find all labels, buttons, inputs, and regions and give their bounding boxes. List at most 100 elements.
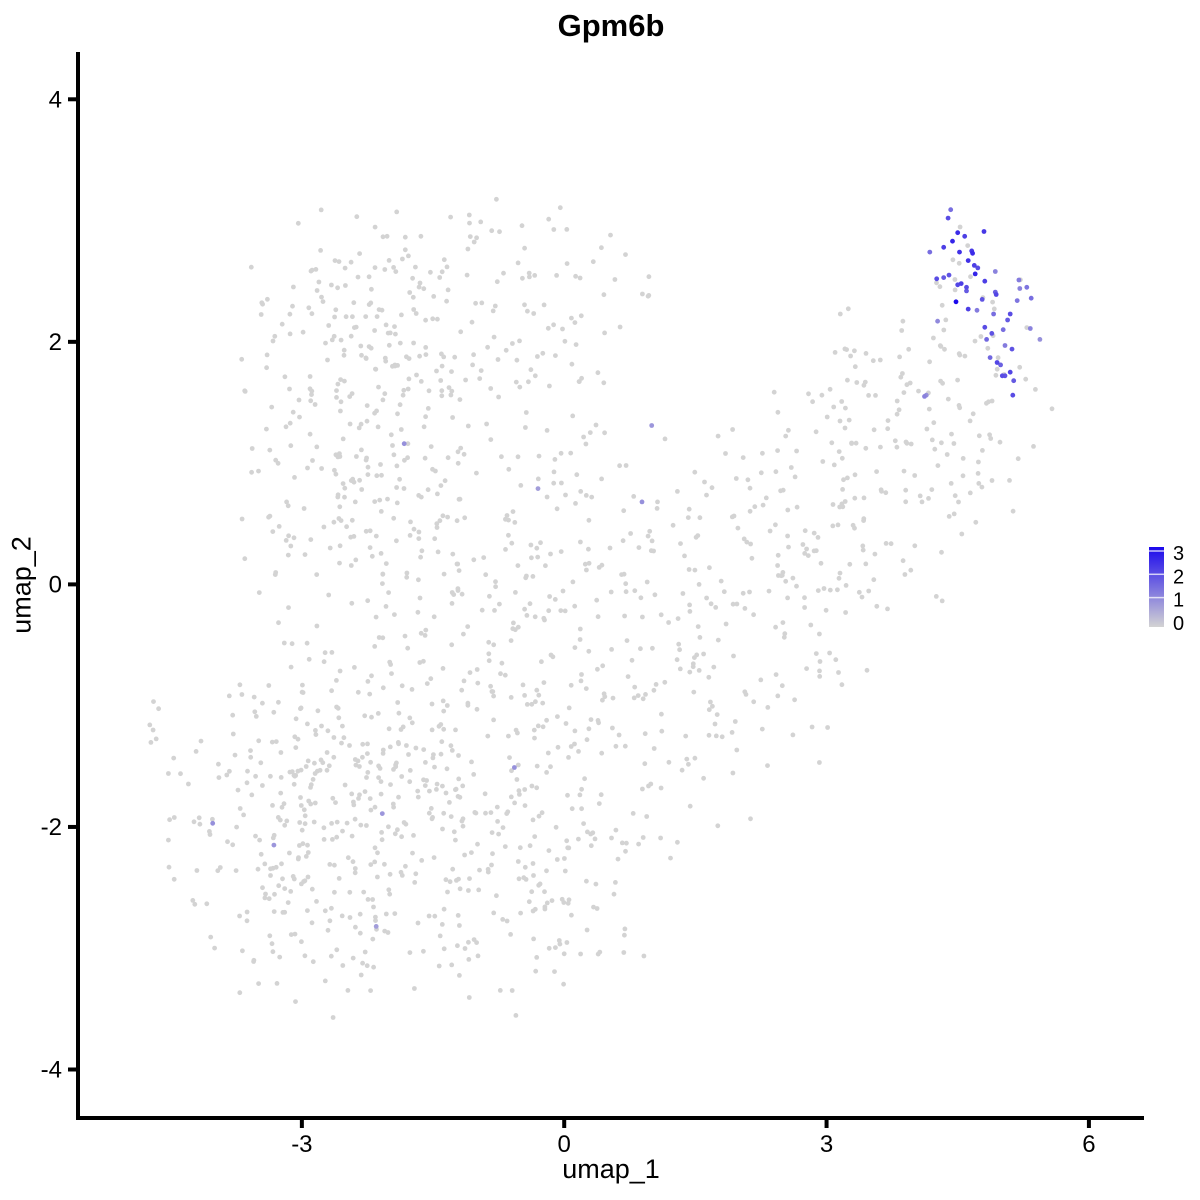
cell-point xyxy=(563,492,568,498)
cell-point xyxy=(558,608,564,613)
cell-point xyxy=(268,773,273,779)
cell-point xyxy=(678,541,683,546)
cell-point xyxy=(945,215,951,221)
cell-point xyxy=(258,851,264,857)
cell-point xyxy=(778,488,783,494)
cell-point xyxy=(715,637,721,643)
cell-point xyxy=(354,214,360,220)
cell-point xyxy=(423,345,429,350)
cell-point xyxy=(416,529,422,535)
cell-point xyxy=(524,613,530,618)
cell-point xyxy=(335,492,341,498)
cell-point xyxy=(773,469,779,475)
cell-point xyxy=(284,818,290,824)
cell-point xyxy=(428,444,434,449)
cell-point xyxy=(285,900,291,905)
cell-point xyxy=(529,555,534,561)
cell-point xyxy=(610,695,616,701)
cell-point xyxy=(440,783,445,789)
cell-point xyxy=(249,469,255,475)
cell-point xyxy=(531,873,536,878)
cell-point xyxy=(383,322,389,328)
cell-point xyxy=(740,455,746,460)
cell-point xyxy=(329,650,335,655)
cell-point xyxy=(578,489,584,494)
cell-point xyxy=(352,499,358,505)
cell-point xyxy=(367,796,373,801)
cell-point xyxy=(1023,376,1029,382)
cell-point xyxy=(404,574,410,580)
cell-point xyxy=(376,775,381,780)
cell-point xyxy=(385,496,390,502)
cell-point xyxy=(419,858,425,863)
cell-point xyxy=(691,689,697,695)
cell-point xyxy=(558,450,564,456)
cell-point xyxy=(450,415,455,420)
cell-point xyxy=(212,945,218,951)
cell-point xyxy=(506,466,512,472)
cell-point xyxy=(929,437,935,443)
cell-point xyxy=(872,551,878,557)
cell-point xyxy=(967,490,973,496)
cell-point xyxy=(701,775,706,781)
cell-point xyxy=(286,533,291,539)
cell-point xyxy=(572,603,578,609)
cell-point xyxy=(426,913,432,919)
cell-point xyxy=(620,538,626,544)
cell-point xyxy=(166,771,171,776)
cell-point xyxy=(449,748,455,753)
cell-point xyxy=(439,363,445,369)
cell-point xyxy=(687,609,693,614)
cell-point xyxy=(331,519,337,525)
cell-point xyxy=(488,386,494,391)
cell-point xyxy=(743,692,749,697)
cell-point xyxy=(234,824,240,830)
cell-point xyxy=(399,834,404,840)
cell-point xyxy=(586,648,592,654)
cell-point xyxy=(583,493,589,498)
cell-point xyxy=(901,468,907,474)
cell-point xyxy=(347,743,352,748)
cell-point xyxy=(985,345,991,351)
cell-point xyxy=(343,283,348,288)
cell-point xyxy=(400,392,406,398)
cell-point xyxy=(398,427,404,432)
cell-point xyxy=(730,770,736,776)
cell-point xyxy=(425,487,431,493)
cell-point xyxy=(687,669,693,675)
cell-point xyxy=(564,227,570,232)
cell-point xyxy=(989,398,995,404)
cell-point xyxy=(560,326,565,332)
cell-point xyxy=(962,353,968,359)
cell-point xyxy=(522,302,527,308)
cell-point xyxy=(405,455,410,461)
cell-point xyxy=(965,306,971,312)
cell-point xyxy=(516,788,522,794)
cell-point xyxy=(348,534,354,540)
cell-point xyxy=(392,363,398,369)
cell-point xyxy=(995,355,1001,361)
cell-point xyxy=(443,877,449,883)
cell-point xyxy=(824,414,830,420)
cell-point xyxy=(708,601,714,607)
cell-point xyxy=(645,293,651,299)
cell-point xyxy=(491,334,497,340)
cell-point xyxy=(320,299,326,304)
cell-point xyxy=(522,245,527,251)
cell-point xyxy=(407,290,413,295)
cell-point xyxy=(804,546,809,552)
cell-point xyxy=(621,950,627,955)
cell-point xyxy=(440,513,446,519)
cell-point xyxy=(885,426,891,432)
cell-point xyxy=(685,515,691,520)
cell-point xyxy=(471,239,477,245)
cell-point xyxy=(370,936,376,942)
cell-point xyxy=(394,760,399,766)
cell-point xyxy=(276,699,281,705)
cell-point xyxy=(373,614,379,620)
cell-point xyxy=(506,517,511,523)
cell-point xyxy=(588,717,594,722)
cell-point xyxy=(375,874,380,880)
cell-point xyxy=(216,775,222,780)
cell-point xyxy=(595,666,600,672)
